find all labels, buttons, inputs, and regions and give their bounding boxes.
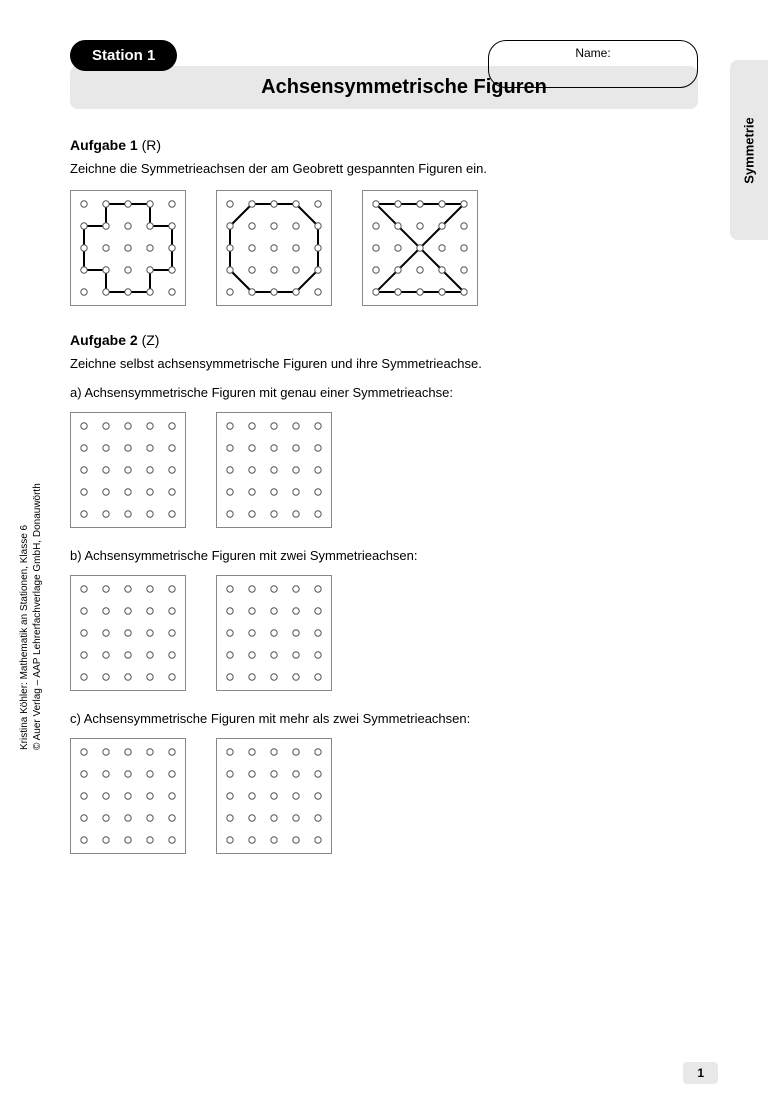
name-field[interactable]: Name: [488,40,698,88]
task2b-label: b) Achsensymmetrische Figuren mit zwei S… [70,548,698,563]
task2c-label: c) Achsensymmetrische Figuren mit mehr a… [70,711,698,726]
geoboard-blank [216,575,332,691]
task1-boards [70,190,698,306]
task2a-boards [70,412,698,528]
geoboard-blank [216,738,332,854]
task2a-label: a) Achsensymmetrische Figuren mit genau … [70,385,698,400]
task1-heading: Aufgabe 1 (R) [70,137,698,153]
task2-heading: Aufgabe 2 (Z) [70,332,698,348]
header-row: Station 1 Name: [70,40,698,88]
station-pill: Station 1 [70,40,177,71]
task2-desc: Zeichne selbst achsensymmetrische Figure… [70,356,698,371]
task2c-boards [70,738,698,854]
geoboard-blank [216,412,332,528]
page-number: 1 [683,1062,718,1084]
geoboard-hourglass [362,190,478,306]
task1-desc: Zeichne die Symmetrieachsen der am Geobr… [70,161,698,176]
geoboard-octagon [216,190,332,306]
geoboard-blank [70,738,186,854]
geoboard-blank [70,575,186,691]
geoboard-cross [70,190,186,306]
task2b-boards [70,575,698,691]
geoboard-blank [70,412,186,528]
